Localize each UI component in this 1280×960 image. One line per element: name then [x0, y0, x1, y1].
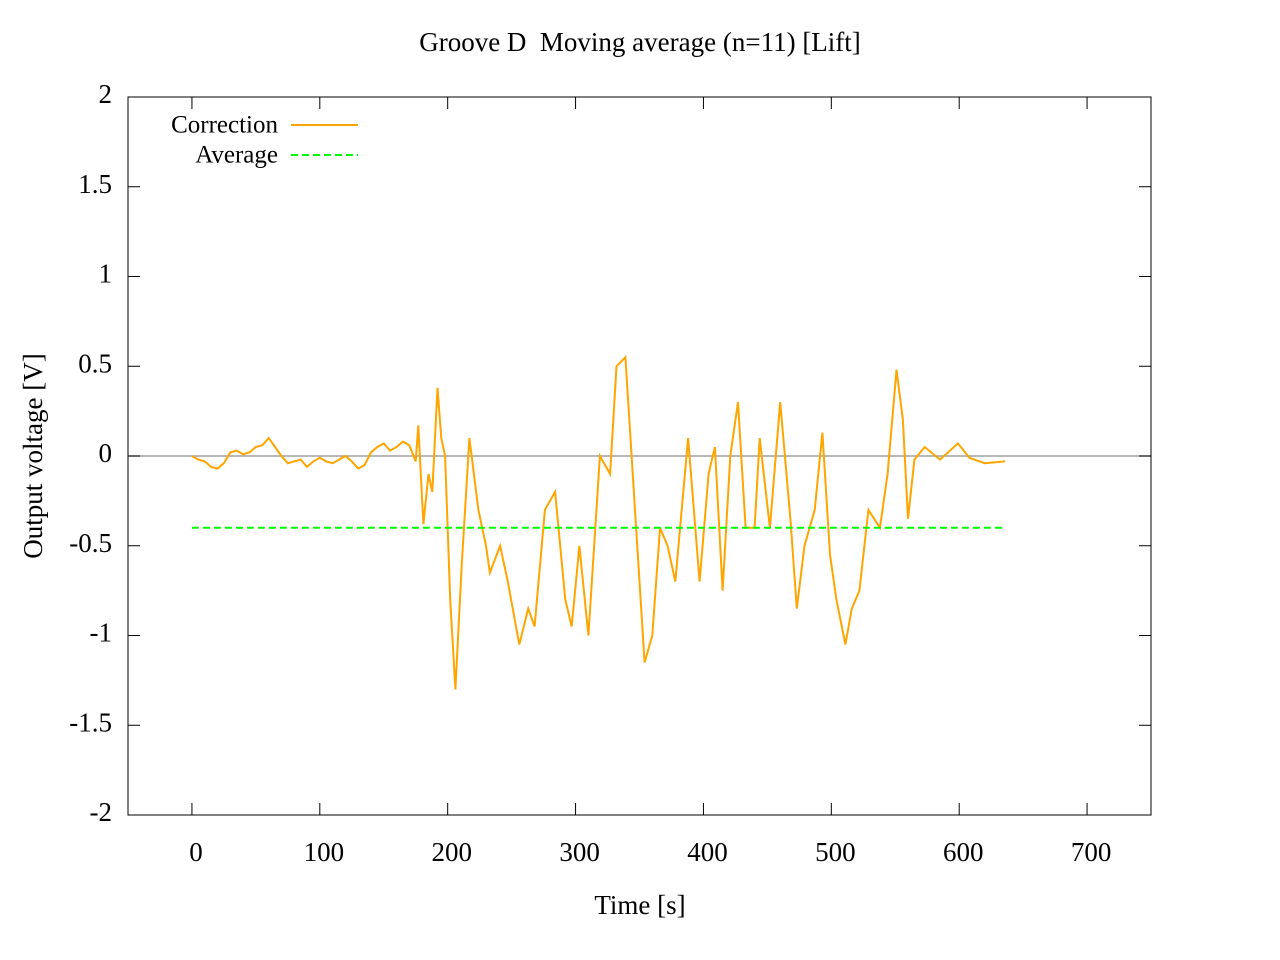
x-tick-label: 600: [943, 837, 984, 867]
y-tick-label: 0: [99, 438, 113, 468]
y-tick-label: -0.5: [69, 528, 112, 558]
y-tick-label: 1.5: [78, 169, 112, 199]
x-tick-label: 700: [1071, 837, 1112, 867]
y-tick-label: -2: [90, 797, 113, 827]
x-tick-label: 500: [815, 837, 856, 867]
y-tick-label: 0.5: [78, 348, 112, 378]
data-line: [191, 355, 1006, 690]
y-tick-label: -1: [90, 618, 113, 648]
chart-title: Groove D Moving average (n=11) [Lift]: [419, 27, 861, 57]
x-tick-label: 300: [559, 837, 600, 867]
x-tick-label: 100: [304, 837, 345, 867]
y-tick-label: -1.5: [69, 707, 112, 737]
plot-frame: [127, 96, 1152, 816]
x-tick-label: 0: [189, 837, 203, 867]
legend-label: Average: [195, 142, 278, 169]
y-tick-label: 1: [99, 259, 113, 289]
y-axis-label: Output voltage [V]: [18, 353, 48, 558]
legend-label: Correction: [171, 112, 278, 139]
x-tick-label: 400: [687, 837, 728, 867]
y-tick-label: 2: [99, 79, 113, 109]
x-axis-label: Time [s]: [594, 890, 685, 920]
x-tick-label: 200: [431, 837, 472, 867]
